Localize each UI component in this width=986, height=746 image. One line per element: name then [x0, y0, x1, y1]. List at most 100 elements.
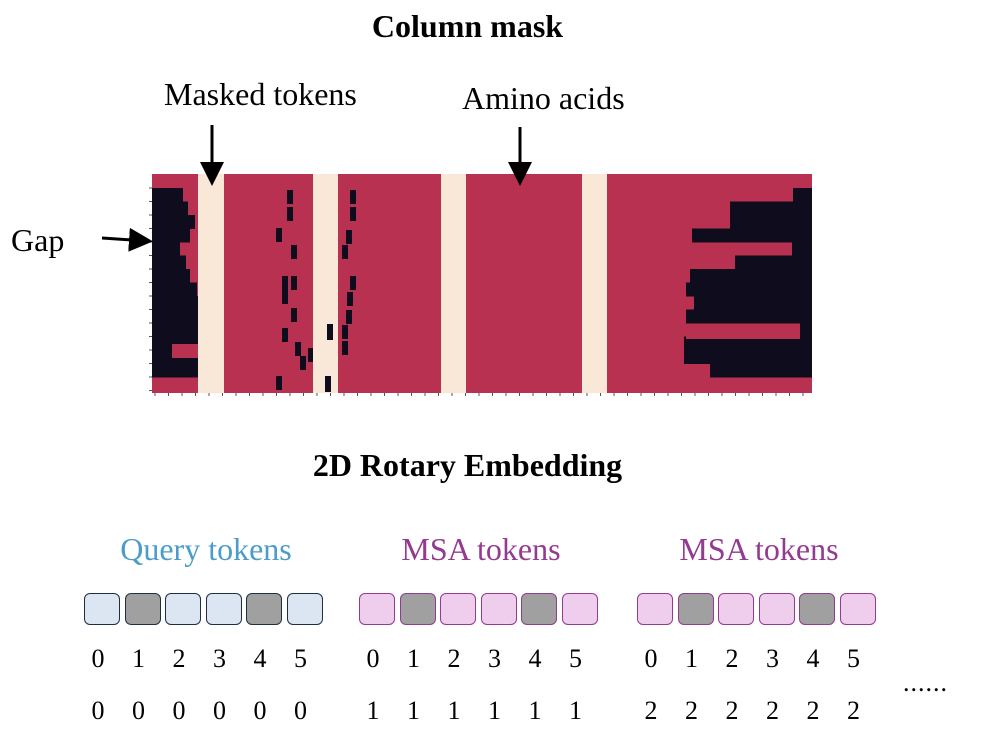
- token-group-label: MSA tokens: [679, 531, 839, 567]
- token-group-label: Query tokens: [120, 531, 292, 567]
- gap-cell: [686, 282, 812, 297]
- amino-acids-label: Amino acids: [462, 80, 625, 116]
- gap-cell: [342, 341, 348, 355]
- gap-cell: [347, 292, 353, 306]
- position-index: 5: [569, 644, 582, 673]
- gap-cell: [152, 296, 208, 310]
- row-index: 0: [294, 696, 307, 725]
- gap-cell: [684, 336, 812, 351]
- masked-token: [124, 593, 161, 625]
- gap-cell: [152, 228, 190, 243]
- gap-cell: [694, 296, 812, 310]
- amino-acid-cell: [172, 344, 200, 358]
- masked-token: [677, 593, 714, 625]
- gap-cell: [710, 363, 812, 378]
- gap-cell: [287, 190, 293, 204]
- gap-cell: [686, 309, 812, 324]
- token-group-label: MSA tokens: [401, 531, 561, 567]
- gap-cell: [327, 324, 333, 340]
- gap-cell: [295, 342, 301, 356]
- token: [286, 593, 323, 625]
- gap-cell: [152, 323, 203, 337]
- gap-cell: [300, 356, 306, 370]
- gap-cell: [690, 269, 812, 283]
- masked-token: [799, 593, 835, 625]
- gap-cell: [282, 276, 288, 290]
- row-index: 2: [685, 696, 698, 725]
- column-mask-title: Column mask: [371, 8, 564, 44]
- token: [637, 593, 673, 625]
- heatmap-cells: [152, 174, 812, 393]
- gap-cell: [342, 325, 348, 339]
- heatmap-ticks: [149, 187, 804, 396]
- token: [165, 593, 201, 625]
- gap-cell: [152, 215, 195, 229]
- gap-cell: [287, 207, 293, 221]
- token: [561, 593, 598, 625]
- position-index: 0: [366, 644, 380, 673]
- gap-cell: [346, 230, 352, 244]
- gap-cell: [291, 276, 297, 290]
- gap-cell: [350, 190, 356, 204]
- row-index: 1: [528, 696, 542, 725]
- row-index: 0: [91, 696, 105, 725]
- position-index: 2: [172, 644, 186, 673]
- position-index: 4: [253, 644, 267, 673]
- gap-cell: [792, 242, 812, 256]
- gap-cell: [276, 228, 282, 242]
- gap-cell: [276, 376, 282, 390]
- row-index: 0: [253, 696, 267, 725]
- gap-cell: [350, 207, 356, 221]
- masked-column: [582, 174, 607, 393]
- token: [839, 593, 876, 625]
- gap-label: Gap: [11, 222, 65, 258]
- gap-arrow: [101, 227, 153, 252]
- gap-cell: [152, 363, 210, 378]
- gap-cell: [152, 242, 180, 256]
- gap-cell: [684, 350, 812, 364]
- position-index: 4: [806, 644, 820, 673]
- gap-cell: [735, 255, 812, 270]
- token: [480, 593, 517, 625]
- masked-token: [246, 593, 282, 625]
- gap-cell: [730, 201, 812, 216]
- rotary-embedding-title: 2D Rotary Embedding: [312, 447, 623, 483]
- position-index: 3: [488, 644, 501, 673]
- row-index: 2: [644, 696, 658, 725]
- gap-cell: [291, 308, 297, 322]
- row-index: 0: [132, 696, 145, 725]
- row-index: 1: [569, 696, 582, 725]
- gap-cell: [325, 376, 331, 392]
- row-index: 1: [366, 696, 380, 725]
- token: [758, 593, 795, 625]
- row-index: 0: [172, 696, 186, 725]
- masked-column: [313, 174, 338, 393]
- masked-token: [399, 593, 436, 625]
- gap-cell: [350, 276, 356, 290]
- position-index: 1: [685, 644, 698, 673]
- gap-cell: [152, 188, 183, 202]
- token: [440, 593, 476, 625]
- gap-cell: [152, 255, 186, 270]
- row-index: 2: [806, 696, 820, 725]
- ellipsis: ......: [903, 668, 948, 697]
- position-index: 3: [766, 644, 779, 673]
- gap-cell: [730, 215, 812, 229]
- position-index: 5: [847, 644, 860, 673]
- position-index: 1: [132, 644, 145, 673]
- gap-cell: [800, 323, 812, 337]
- row-index: 2: [725, 696, 739, 725]
- gap-cell: [152, 269, 190, 283]
- gap-cell: [152, 309, 210, 324]
- masked-column: [441, 174, 466, 393]
- token: [84, 593, 120, 625]
- token: [359, 593, 395, 625]
- gap-cell: [282, 328, 288, 342]
- masked-token: [521, 593, 557, 625]
- position-index: 2: [725, 644, 739, 673]
- gap-cell: [152, 282, 197, 297]
- position-index: 2: [447, 644, 461, 673]
- row-index: 0: [213, 696, 226, 725]
- row-index: 1: [488, 696, 501, 725]
